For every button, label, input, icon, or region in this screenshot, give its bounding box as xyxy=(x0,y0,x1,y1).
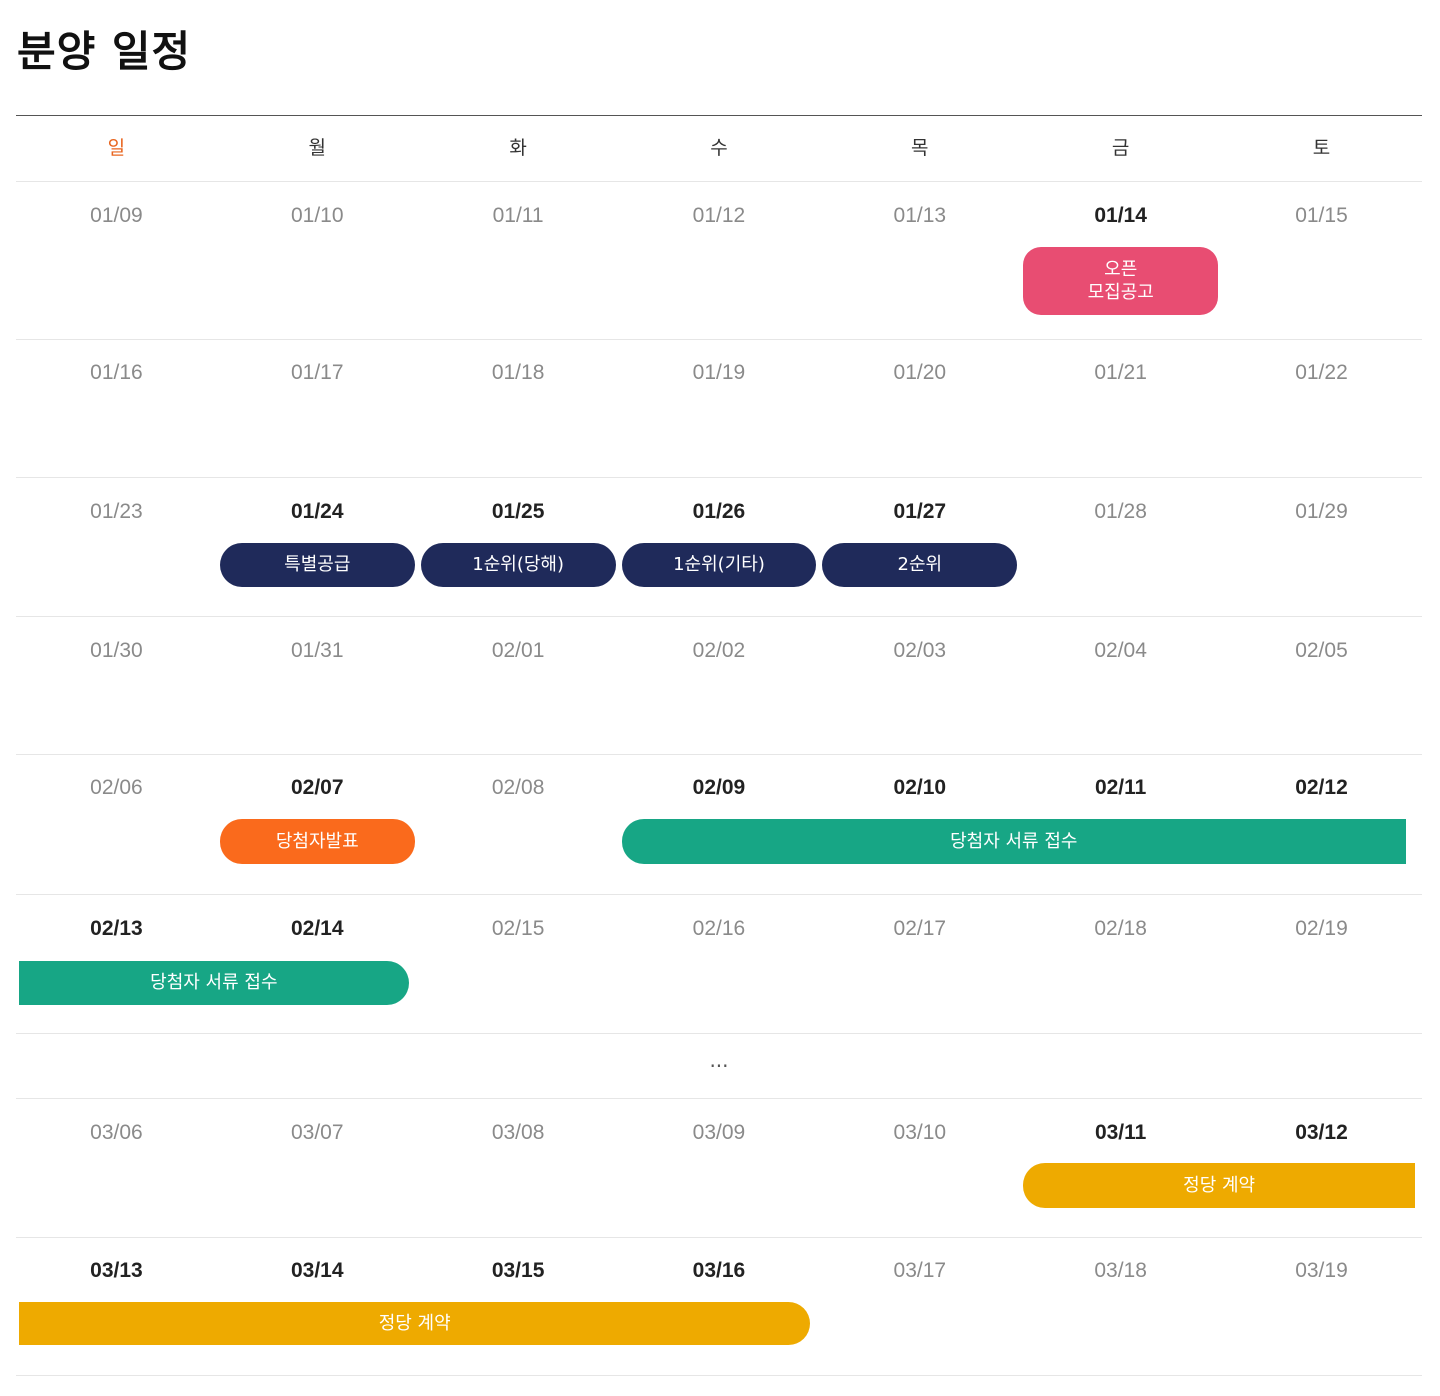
date-cell[interactable]: 02/05 xyxy=(1295,639,1348,662)
date-cell[interactable]: 03/11 xyxy=(1094,1121,1147,1144)
calendar-weeks: 01/09 01/10 01/11 01/12 01/13 01/14 01/15 오픈 모집… xyxy=(16,182,1422,1376)
schedule-event[interactable]: 당첨자 서류 접수 xyxy=(19,961,409,1005)
date-cell[interactable]: 01/22 xyxy=(1295,361,1348,384)
week-row: 02/06 02/07 02/08 02/09 02/10 02/11 02/12 당첨자발표… xyxy=(16,755,1422,895)
date-cell[interactable]: 02/14 xyxy=(290,917,344,940)
date-cell[interactable]: 01/10 xyxy=(290,204,344,227)
week-row: 01/30 01/31 02/01 02/02 02/03 02/04 02/05 xyxy=(16,617,1422,755)
date-cell[interactable]: 02/16 xyxy=(692,917,746,940)
date-cell[interactable]: 01/29 xyxy=(1295,500,1348,523)
weekday-thu: 목 xyxy=(911,137,929,159)
schedule-event[interactable]: 1순위(기타) xyxy=(621,543,817,587)
week-row: 03/13 03/14 03/15 03/16 03/17 03/18 03/19 정당 계약 xyxy=(16,1238,1422,1376)
date-cell[interactable]: 01/17 xyxy=(290,361,344,384)
schedule-event[interactable]: 1순위(당해) xyxy=(420,543,616,587)
date-cell[interactable]: 01/16 xyxy=(90,361,143,384)
schedule-event[interactable]: 오픈 모집공고 xyxy=(1023,247,1219,315)
date-cell[interactable]: 01/09 xyxy=(90,204,143,227)
schedule-event[interactable]: 당첨자발표 xyxy=(219,819,415,864)
week-row: 01/16 01/17 01/18 01/19 01/20 01/21 01/22 xyxy=(16,340,1422,478)
date-cell[interactable]: 01/31 xyxy=(290,639,344,662)
schedule-event[interactable]: 특별공급 xyxy=(219,543,415,587)
date-cell[interactable]: 01/25 xyxy=(491,500,545,523)
weekday-fri: 금 xyxy=(1111,137,1130,159)
date-cell[interactable]: 01/19 xyxy=(692,361,746,384)
date-cell[interactable]: 03/17 xyxy=(893,1259,947,1282)
date-cell[interactable]: 03/08 xyxy=(491,1121,545,1144)
date-cell[interactable]: 01/14 xyxy=(1094,204,1147,227)
date-cell[interactable]: 03/16 xyxy=(692,1259,746,1282)
date-cell[interactable]: 01/12 xyxy=(692,204,746,227)
date-cell[interactable]: 01/15 xyxy=(1295,204,1348,227)
date-cell[interactable]: 02/11 xyxy=(1094,776,1147,799)
date-cell[interactable]: 01/21 xyxy=(1094,361,1147,384)
date-cell[interactable]: 03/12 xyxy=(1295,1121,1348,1144)
schedule-event[interactable]: 2순위 xyxy=(822,543,1018,587)
date-cell[interactable]: 01/27 xyxy=(893,500,947,523)
weekday-sat: 토 xyxy=(1312,137,1331,159)
date-cell[interactable]: 02/17 xyxy=(893,917,947,940)
week-row: 02/13 02/14 02/15 02/16 02/17 02/18 02/19 당첨자 서… xyxy=(16,895,1422,1034)
week-row: 01/23 01/24 01/25 01/26 01/27 01/28 01/29 특별공급 1… xyxy=(16,478,1422,617)
date-cell[interactable]: 03/19 xyxy=(1295,1259,1348,1282)
week-row: 03/06 03/07 03/08 03/09 03/10 03/11 03/12 정당 계약 xyxy=(16,1099,1422,1238)
date-cell[interactable]: 02/13 xyxy=(90,917,143,940)
date-cell[interactable]: 03/13 xyxy=(90,1259,143,1282)
schedule-event[interactable]: 정당 계약 xyxy=(1023,1163,1415,1208)
date-cell[interactable]: 01/18 xyxy=(491,361,545,384)
date-cell[interactable]: 02/09 xyxy=(692,776,746,799)
date-cell[interactable]: 02/12 xyxy=(1295,776,1348,799)
date-cell[interactable]: 03/10 xyxy=(893,1121,947,1144)
date-cell[interactable]: 02/01 xyxy=(491,639,545,662)
date-cell[interactable]: 02/03 xyxy=(893,639,947,662)
schedule-event[interactable]: 정당 계약 xyxy=(19,1302,811,1345)
date-cell[interactable]: 02/10 xyxy=(893,776,947,799)
date-cell[interactable]: 03/14 xyxy=(290,1259,344,1282)
date-cell[interactable]: 01/13 xyxy=(893,204,947,227)
date-cell[interactable]: 02/06 xyxy=(90,776,143,799)
date-cell[interactable]: 01/26 xyxy=(692,500,746,523)
date-cell[interactable]: 03/09 xyxy=(692,1121,746,1144)
week-row: 01/09 01/10 01/11 01/12 01/13 01/14 01/15 오픈 모집… xyxy=(16,182,1422,340)
schedule-event[interactable]: 당첨자 서류 접수 xyxy=(621,819,1406,864)
date-cell[interactable]: 02/15 xyxy=(491,917,545,940)
date-cell[interactable]: 02/08 xyxy=(491,776,545,799)
date-cell[interactable]: 01/20 xyxy=(893,361,947,384)
date-cell[interactable]: 03/06 xyxy=(90,1121,143,1144)
collapsed-weeks-ellipsis[interactable]: ... xyxy=(16,1034,1422,1099)
date-cell[interactable]: 02/19 xyxy=(1295,917,1348,940)
date-cell[interactable]: 02/04 xyxy=(1094,639,1147,662)
date-cell[interactable]: 03/15 xyxy=(491,1259,545,1282)
date-cell[interactable]: 02/07 xyxy=(290,776,344,799)
date-cell[interactable]: 01/24 xyxy=(290,500,344,523)
date-cell[interactable]: 01/28 xyxy=(1094,500,1147,523)
date-cell[interactable]: 03/07 xyxy=(290,1121,344,1144)
date-cell[interactable]: 03/18 xyxy=(1094,1259,1147,1282)
weekday-wed: 수 xyxy=(710,137,728,159)
page-title: 분양 일정 xyxy=(17,27,192,76)
date-cell[interactable]: 01/30 xyxy=(90,639,143,662)
weekday-tue: 화 xyxy=(509,137,527,159)
date-cell[interactable]: 02/18 xyxy=(1094,917,1147,940)
date-cell[interactable]: 01/23 xyxy=(90,500,143,523)
date-cell[interactable]: 02/02 xyxy=(692,639,746,662)
weekday-mon: 월 xyxy=(308,137,326,159)
weekday-sun: 일 xyxy=(107,137,126,159)
date-cell[interactable]: 01/11 xyxy=(492,204,544,227)
